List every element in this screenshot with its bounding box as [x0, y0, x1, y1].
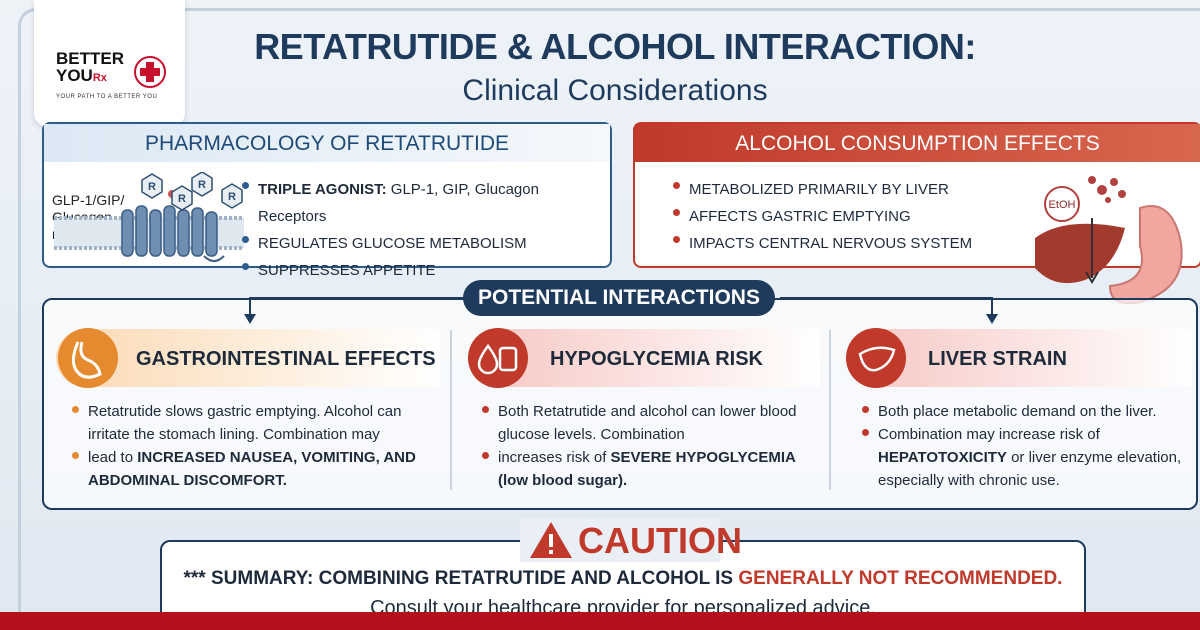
bullet-list: Retatrutide slows gastric emptying. Alco…	[72, 400, 432, 492]
text-part: SEVERE HYPOGLYCEMIA (low blood sugar).	[498, 449, 796, 489]
bullet: METABOLIZED PRIMARILY BY LIVER	[673, 176, 1013, 203]
text-part: Both Retatrutide and alcohol can lower b…	[498, 403, 797, 443]
text-part: AFFECTS GASTRIC EMPTYING	[689, 208, 911, 225]
liver-stomach-illustration: EtOH	[1035, 176, 1183, 305]
logo: BETTER YOURx YOUR PATH TO A BETTER YOU	[34, 0, 185, 127]
bullet: increases risk of SEVERE HYPOGLYCEMIA (l…	[482, 446, 822, 492]
card-title: GASTROINTESTINAL EFFECTS	[136, 348, 436, 370]
frame	[18, 8, 1200, 630]
receptor-marker: R	[198, 179, 206, 191]
blood-icon	[468, 328, 528, 388]
text-part: HEPATOTOXICITY	[878, 449, 1007, 466]
text-part: INCREASED NAUSEA, VOMITING, AND ABDOMINA…	[88, 449, 416, 489]
text-part: lead to	[88, 449, 138, 466]
bullet: REGULATES GLUCOSE METABOLISM	[242, 230, 608, 257]
text-part: GENERALLY NOT RECOMMENDED.	[738, 568, 1063, 589]
panel-heading: PHARMACOLOGY OF RETATRUTIDE	[44, 124, 610, 162]
card-header: GASTROINTESTINAL EFFECTS	[56, 328, 440, 388]
card-header: HYPOGLYCEMIA RISK	[468, 328, 820, 388]
bullet: Both place metabolic demand on the liver…	[862, 400, 1184, 423]
text-part: REGULATES GLUCOSE METABOLISM	[258, 235, 527, 252]
receptor-markers: R R R R	[141, 172, 243, 211]
card-title: LIVER STRAIN	[928, 348, 1067, 370]
footer-bar	[0, 612, 1200, 630]
text-part: or liver enzyme elevation, especially wi…	[878, 449, 1182, 489]
text-part: Retatrutide slows gastric emptying. Alco…	[88, 403, 402, 443]
receptor-illustration	[54, 190, 244, 262]
bullet: AFFECTS GASTRIC EMPTYING	[673, 203, 1013, 230]
warning-icon	[530, 522, 572, 558]
bullet: Both Retatrutide and alcohol can lower b…	[482, 400, 822, 446]
subtitle: Clinical Considerations	[462, 74, 768, 107]
text-part: SUPPRESSES APPETITE	[258, 262, 436, 279]
liver-icon	[846, 328, 906, 388]
card-title: HYPOGLYCEMIA RISK	[550, 348, 763, 370]
text-part: TRIPLE AGONIST:	[258, 181, 387, 198]
logo-cross	[134, 56, 166, 88]
title: RETATRUTIDE & ALCOHOL INTERACTION:	[254, 26, 976, 67]
molecule-label: EtOH	[1049, 199, 1076, 211]
text-part: GLP-1, GIP, Glucagon Receptors	[258, 181, 539, 225]
stomach-icon	[58, 328, 118, 388]
logo-word: BETTER YOURx	[56, 50, 124, 87]
text-part: *** SUMMARY: COMBINING RETATRUTIDE AND A…	[183, 568, 739, 589]
alcohol-panel: ALCOHOL CONSUMPTION EFFECTS METABOLIZED …	[633, 122, 1200, 305]
logo-word1: BETTER	[56, 49, 124, 68]
bullet: lead to INCREASED NAUSEA, VOMITING, AND …	[72, 446, 432, 492]
bullet-list: METABOLIZED PRIMARILY BY LIVER AFFECTS GA…	[673, 176, 1013, 257]
receptor-marker: R	[228, 191, 236, 203]
section-heading: POTENTIAL INTERACTIONS	[463, 280, 775, 316]
receptor-marker: R	[148, 181, 156, 193]
pharmacology-panel: PHARMACOLOGY OF RETATRUTIDE GLP-1/GIP/ G…	[42, 122, 612, 279]
caution-heading: CAUTION	[578, 520, 742, 561]
logo-tagline: YOUR PATH TO A BETTER YOU	[56, 94, 158, 100]
panel-heading: ALCOHOL CONSUMPTION EFFECTS	[635, 124, 1200, 162]
text-part: IMPACTS CENTRAL NERVOUS SYSTEM	[689, 235, 973, 252]
caution-summary: *** SUMMARY: COMBINING RETATRUTIDE AND A…	[160, 568, 1086, 590]
card-header: LIVER STRAIN	[846, 328, 1192, 388]
logo-rx: Rx	[92, 72, 107, 84]
text-part: Combination may increase risk of	[878, 426, 1100, 443]
logo-word2: YOU	[56, 66, 93, 85]
bullet: TRIPLE AGONIST: GLP-1, GIP, Glucagon Rec…	[242, 176, 608, 230]
bullet-list: Both Retatrutide and alcohol can lower b…	[482, 400, 822, 492]
text-part: increases risk of	[498, 449, 611, 466]
divider	[450, 330, 452, 490]
bullet: IMPACTS CENTRAL NERVOUS SYSTEM	[673, 230, 1013, 257]
divider	[829, 330, 831, 490]
bullet: SUPPRESSES APPETITE	[242, 257, 608, 284]
text-part: Both place metabolic demand on the liver…	[878, 403, 1157, 420]
text-part: METABOLIZED PRIMARILY BY LIVER	[689, 181, 949, 198]
bullet-list: Both place metabolic demand on the liver…	[862, 400, 1184, 492]
bullet: Retatrutide slows gastric emptying. Alco…	[72, 400, 432, 446]
interaction-arrows	[244, 297, 998, 324]
bullet: Combination may increase risk of HEPATOT…	[862, 423, 1184, 492]
bullet-list: TRIPLE AGONIST: GLP-1, GIP, Glucagon Rec…	[242, 176, 608, 284]
receptor-marker: R	[178, 193, 186, 205]
